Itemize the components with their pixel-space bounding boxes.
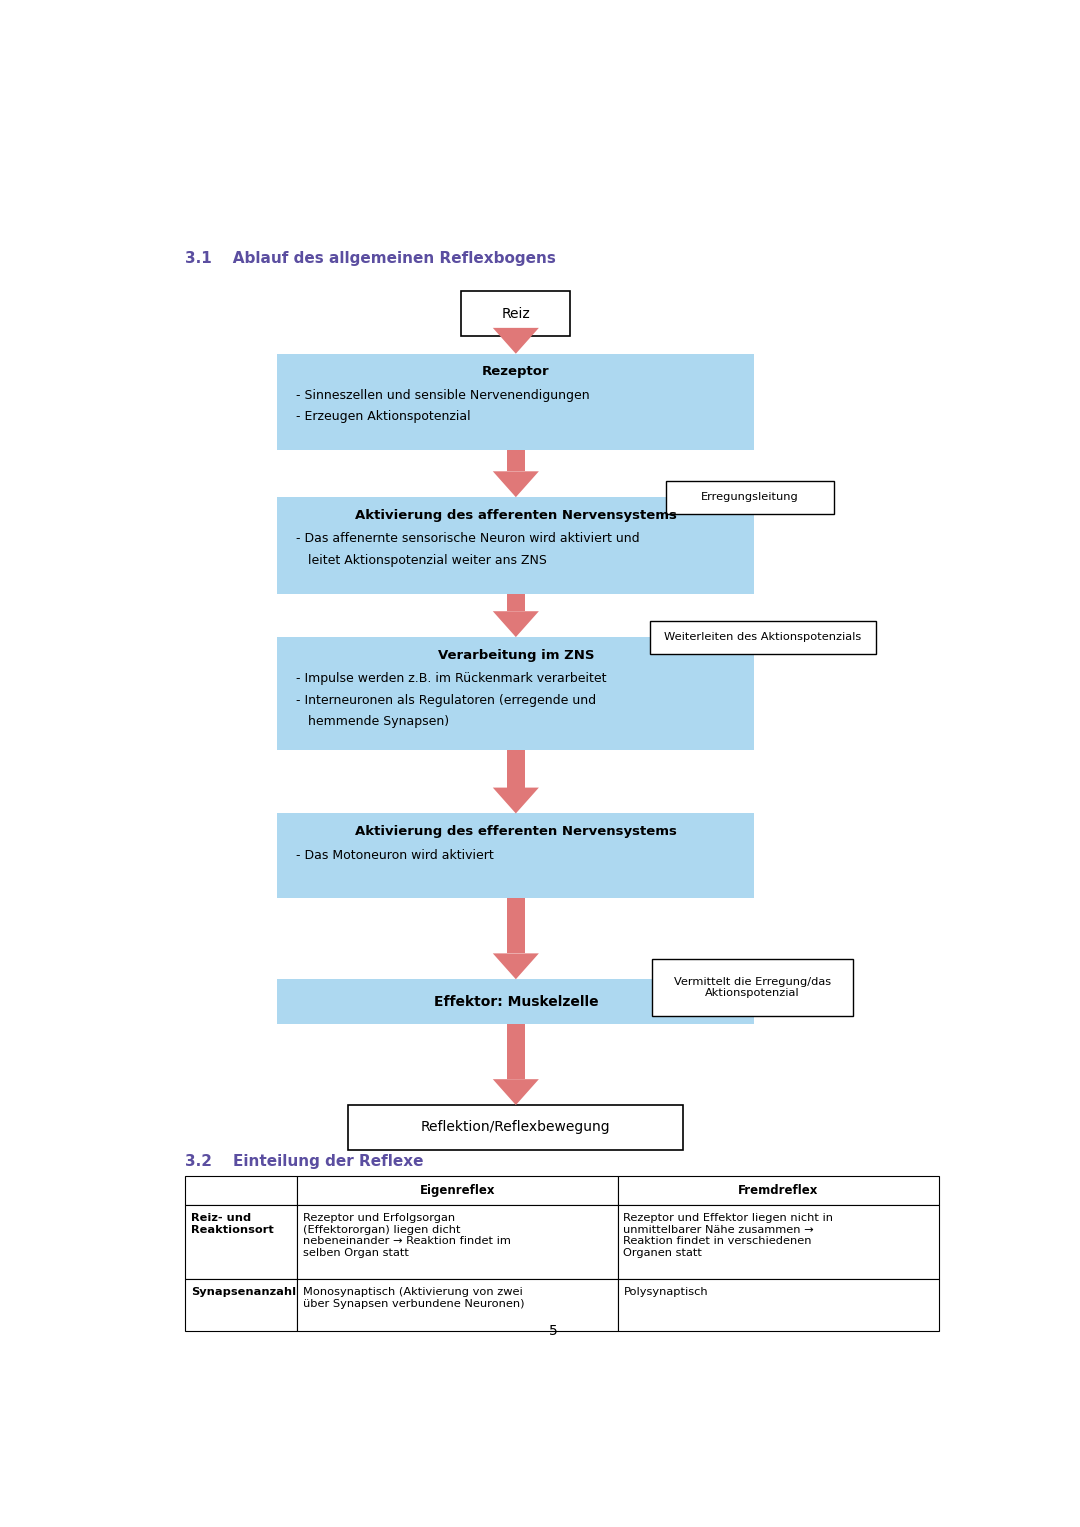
Bar	[278, 814, 754, 898]
Text: Rezeptor und Effektor liegen nicht in
unmittelbarer Nähe zusammen →
Reaktion fin: Rezeptor und Effektor liegen nicht in un…	[623, 1214, 834, 1258]
Text: hemmende Synapsen): hemmende Synapsen)	[296, 715, 449, 728]
Text: 3.2    Einteilung der Reflexe: 3.2 Einteilung der Reflexe	[186, 1153, 423, 1168]
Text: Reiz- und
Reaktionsort: Reiz- und Reaktionsort	[191, 1214, 274, 1235]
Text: Erregungsleitung: Erregungsleitung	[701, 492, 799, 502]
Text: Fremdreflex: Fremdreflex	[738, 1183, 819, 1197]
Text: Reiz: Reiz	[501, 307, 530, 321]
Text: Aktivierung des afferenten Nervensystems: Aktivierung des afferenten Nervensystems	[355, 508, 677, 522]
Text: Rezeptor und Erfolgsorgan
(Effektororgan) liegen dicht
nebeneinander → Reaktion : Rezeptor und Erfolgsorgan (Effektororgan…	[302, 1214, 511, 1258]
Text: Effektor: Muskelzelle: Effektor: Muskelzelle	[433, 994, 598, 1009]
Bar	[278, 979, 754, 1025]
Text: - Erzeugen Aktionspotenzial: - Erzeugen Aktionspotenzial	[296, 411, 470, 423]
Polygon shape	[492, 472, 539, 498]
Polygon shape	[492, 788, 539, 814]
Text: Eigenreflex: Eigenreflex	[419, 1183, 495, 1197]
Text: - Das Motoneuron wird aktiviert: - Das Motoneuron wird aktiviert	[296, 849, 494, 861]
Text: Weiterleiten des Aktionspotenzials: Weiterleiten des Aktionspotenzials	[664, 632, 862, 641]
Text: Polysynaptisch: Polysynaptisch	[623, 1287, 708, 1298]
Bar	[618, 1176, 939, 1205]
Bar	[278, 498, 754, 594]
Text: - Das affenernte sensorische Neuron wird aktiviert und: - Das affenernte sensorische Neuron wird…	[296, 533, 639, 545]
Bar	[618, 1205, 939, 1280]
Bar	[349, 1106, 684, 1150]
Text: Verarbeitung im ZNS: Verarbeitung im ZNS	[437, 649, 594, 661]
Bar	[186, 1176, 297, 1205]
Bar	[297, 1176, 618, 1205]
Bar	[507, 328, 525, 336]
Text: - Interneuronen als Regulatoren (erregende und: - Interneuronen als Regulatoren (erregen…	[296, 693, 596, 707]
Polygon shape	[492, 611, 539, 637]
Bar	[652, 959, 853, 1015]
Text: Synapsenanzahl: Synapsenanzahl	[191, 1287, 296, 1298]
Bar	[297, 1280, 618, 1332]
Bar	[618, 1280, 939, 1332]
Bar	[278, 354, 754, 450]
Bar	[507, 898, 525, 953]
Bar	[650, 620, 876, 654]
Bar	[507, 450, 525, 472]
Text: Reflektion/Reflexbewegung: Reflektion/Reflexbewegung	[421, 1121, 610, 1135]
Text: - Sinneszellen und sensible Nervenendigungen: - Sinneszellen und sensible Nervenendigu…	[296, 389, 590, 402]
Text: 3.1    Ablauf des allgemeinen Reflexbogens: 3.1 Ablauf des allgemeinen Reflexbogens	[186, 250, 556, 266]
Bar	[278, 637, 754, 750]
Bar	[297, 1205, 618, 1280]
Polygon shape	[492, 328, 539, 354]
Text: - Impulse werden z.B. im Rückenmark verarbeitet: - Impulse werden z.B. im Rückenmark vera…	[296, 672, 606, 686]
Text: Aktivierung des efferenten Nervensystems: Aktivierung des efferenten Nervensystems	[355, 825, 677, 838]
Text: Monosynaptisch (Aktivierung von zwei
über Synapsen verbundene Neuronen): Monosynaptisch (Aktivierung von zwei übe…	[302, 1287, 524, 1309]
Bar	[461, 292, 570, 336]
Polygon shape	[492, 1080, 539, 1106]
Text: 5: 5	[549, 1324, 558, 1338]
Bar	[186, 1205, 297, 1280]
Text: Rezeptor: Rezeptor	[482, 365, 550, 379]
Bar	[507, 1025, 525, 1080]
Bar	[666, 481, 834, 513]
Text: Vermittelt die Erregung/das
Aktionspotenzial: Vermittelt die Erregung/das Aktionspoten…	[674, 977, 832, 999]
Text: leitet Aktionspotenzial weiter ans ZNS: leitet Aktionspotenzial weiter ans ZNS	[296, 554, 546, 567]
Polygon shape	[492, 953, 539, 979]
Bar	[186, 1280, 297, 1332]
Bar	[507, 594, 525, 611]
Bar	[507, 750, 525, 788]
